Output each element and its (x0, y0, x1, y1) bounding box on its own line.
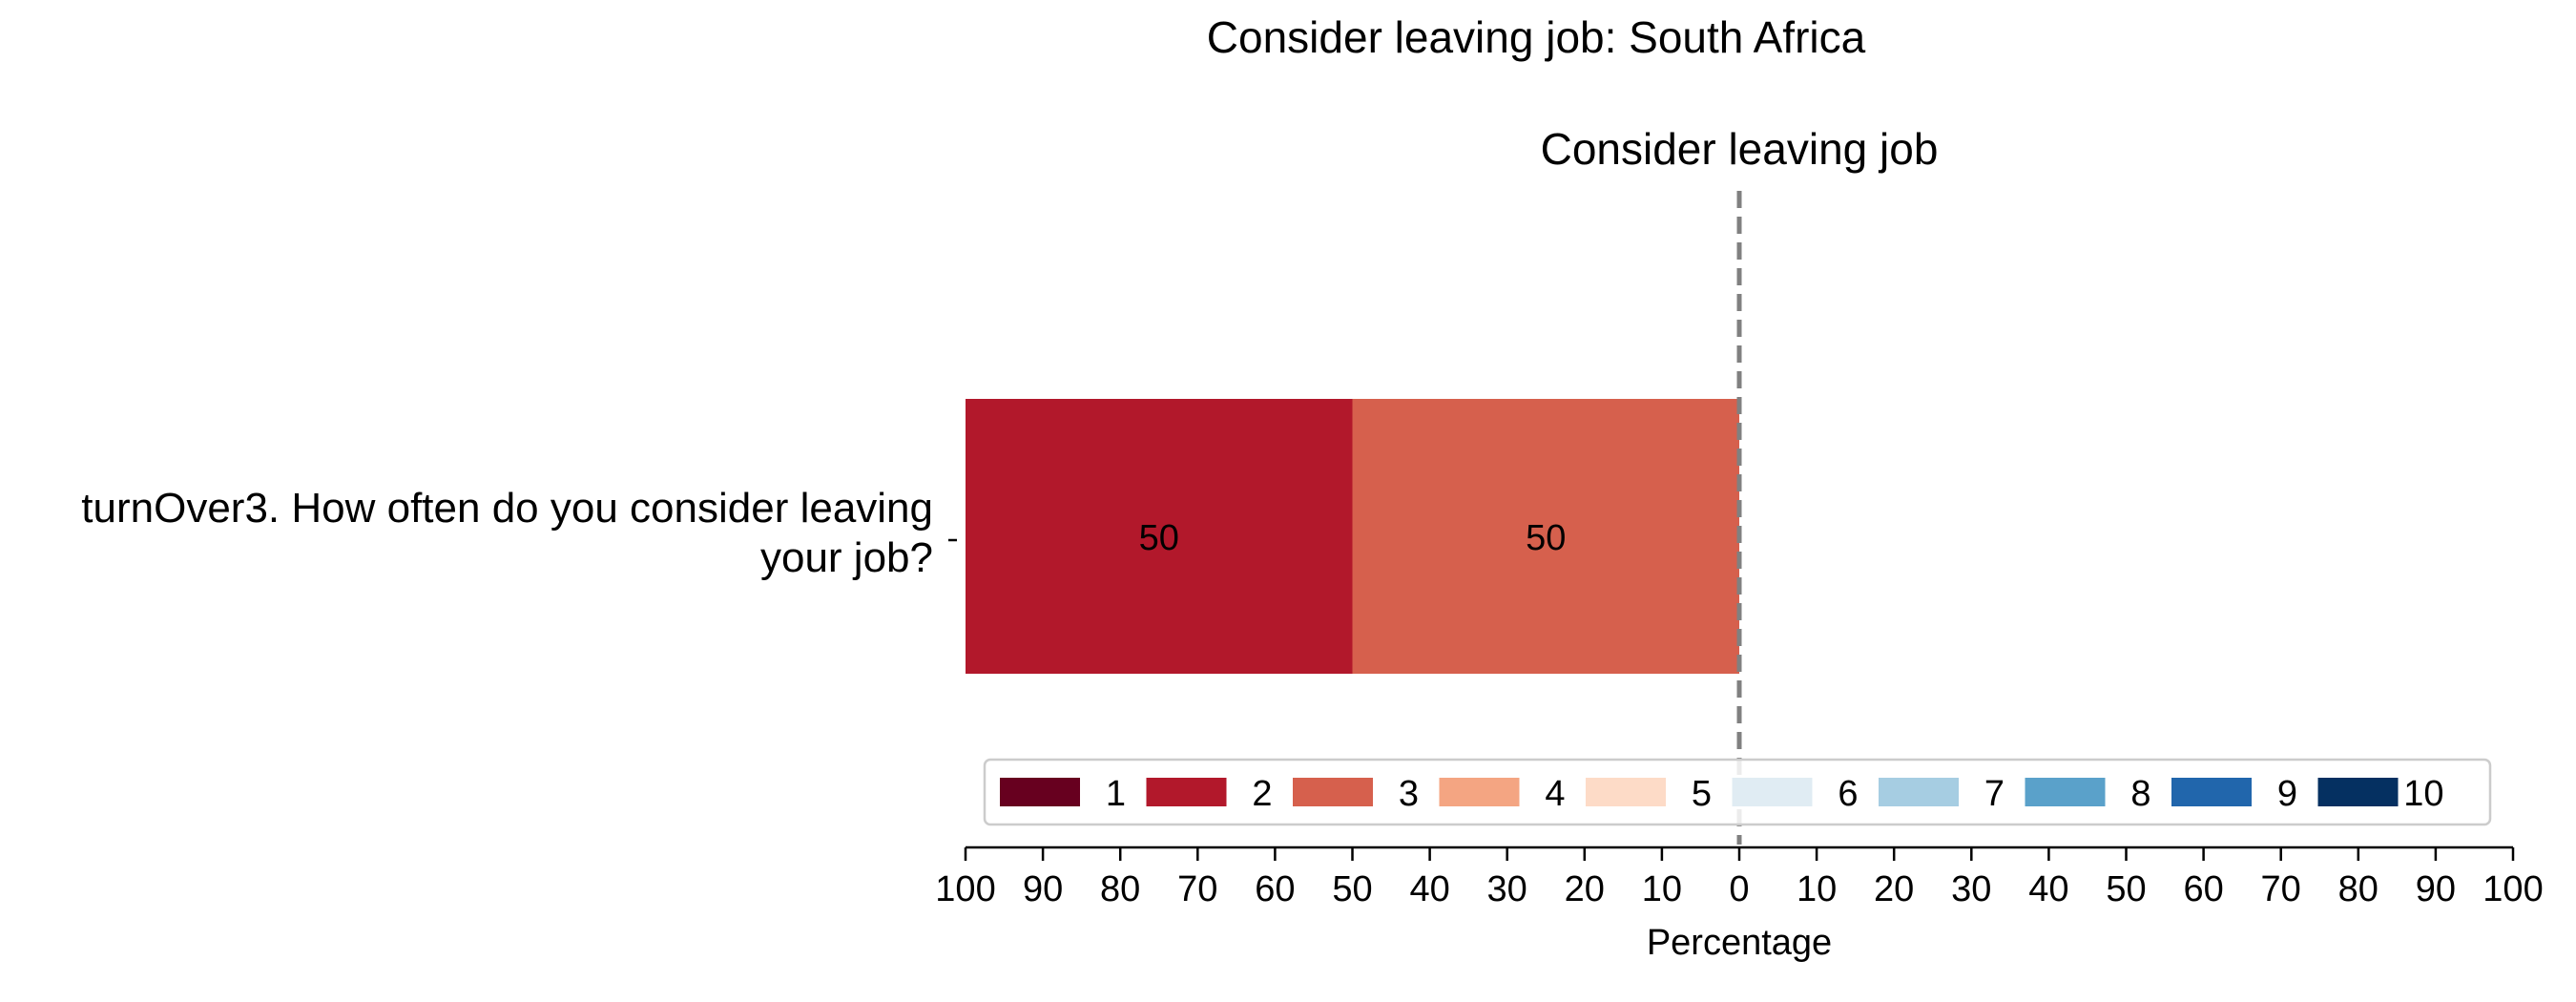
data-label-series-2: 50 (1139, 518, 1179, 558)
data-label-series-3: 50 (1526, 518, 1566, 558)
x-ticks: 100 90 80 70 60 50 40 30 20 10 0 10 20 30 40 50 60 70 80 90… (935, 847, 2544, 909)
x-tick-label: 10 (1642, 869, 1682, 909)
x-tick-label: 90 (1023, 869, 1063, 909)
bar-series-3 (1352, 399, 1739, 674)
x-tick-label: 100 (2483, 869, 2543, 909)
x-axis: 100 90 80 70 60 50 40 30 20 10 0 10 20 30 40 50 60 70 80 90… (935, 845, 2544, 963)
x-tick-label: 80 (2338, 869, 2379, 909)
x-tick-label: 20 (1874, 869, 1914, 909)
legend-swatch-5 (1586, 778, 1666, 806)
legend-label-2: 2 (1252, 774, 1272, 814)
x-tick-label: 90 (2416, 869, 2456, 909)
legend-label-4: 4 (1545, 774, 1565, 814)
y-axis: turnOver3. How often do you consider lea… (81, 485, 957, 581)
chart-subtitle: Consider leaving job (1541, 124, 1939, 174)
x-tick-label: 50 (2106, 869, 2146, 909)
legend-label-8: 8 (2130, 774, 2150, 814)
legend-label-7: 7 (1984, 774, 2005, 814)
legend-swatch-6 (1732, 778, 1813, 806)
x-tick-label: 40 (2028, 869, 2068, 909)
bars-group (966, 399, 1739, 674)
legend-swatch-3 (1293, 778, 1373, 806)
legend-label-5: 5 (1692, 774, 1712, 814)
legend-items: 1 2 3 4 5 6 7 8 9 10 (1000, 774, 2444, 814)
x-tick-label: 50 (1332, 869, 1372, 909)
x-tick-label: 60 (2183, 869, 2223, 909)
chart-title: Consider leaving job: South Africa (1207, 12, 1866, 62)
x-tick-label: 10 (1797, 869, 1837, 909)
legend-label-1: 1 (1106, 774, 1126, 814)
x-axis-label: Percentage (1647, 923, 1832, 963)
x-tick-label: 30 (1951, 869, 1991, 909)
legend-swatch-10 (2317, 778, 2399, 806)
legend-label-6: 6 (1838, 774, 1858, 814)
legend-swatch-8 (2025, 778, 2106, 806)
x-tick-label: 40 (1409, 869, 1449, 909)
data-labels-group: 50 50 (1139, 518, 1567, 558)
bar-series-2 (966, 399, 1353, 674)
y-tick-label: turnOver3. How often do you consider lea… (81, 485, 933, 581)
legend-swatch-4 (1439, 778, 1520, 806)
x-tick-label: 0 (1729, 869, 1749, 909)
legend-label-3: 3 (1399, 774, 1419, 814)
legend-label-9: 9 (2277, 774, 2297, 814)
x-tick-label: 70 (2261, 869, 2301, 909)
x-tick-label: 20 (1565, 869, 1605, 909)
legend-swatch-2 (1146, 778, 1227, 806)
legend-swatch-9 (2171, 778, 2252, 806)
x-tick-label: 60 (1255, 869, 1295, 909)
legend: 1 2 3 4 5 6 7 8 9 10 (983, 758, 2492, 826)
x-tick-label: 30 (1487, 869, 1527, 909)
legend-swatch-1 (1000, 778, 1080, 806)
legend-swatch-7 (1879, 778, 1959, 806)
x-tick-label: 80 (1100, 869, 1140, 909)
legend-label-10: 10 (2403, 774, 2443, 814)
x-tick-label: 70 (1177, 869, 1217, 909)
x-tick-label: 100 (935, 869, 995, 909)
